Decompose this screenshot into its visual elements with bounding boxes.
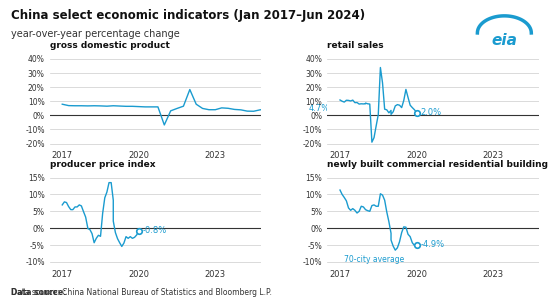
Text: gross domestic product: gross domestic product — [50, 41, 169, 50]
Text: 4.7%: 4.7% — [309, 104, 329, 113]
Text: Data source: China National Bureau of Statistics and Bloomberg L.P.: Data source: China National Bureau of St… — [11, 288, 272, 297]
Text: eia: eia — [491, 33, 518, 48]
Text: Data source:: Data source: — [11, 288, 66, 297]
Text: newly built commercial residential building price: newly built commercial residential build… — [327, 160, 550, 169]
Text: producer price index: producer price index — [50, 160, 155, 169]
Text: -0.8%: -0.8% — [142, 226, 167, 235]
Text: retail sales: retail sales — [327, 41, 384, 50]
Text: 2.0%: 2.0% — [420, 108, 442, 117]
Text: China select economic indicators (Jan 2017–Jun 2024): China select economic indicators (Jan 20… — [11, 9, 365, 22]
Text: -4.9%: -4.9% — [420, 240, 444, 249]
Text: year-over-year percentage change: year-over-year percentage change — [11, 29, 180, 39]
Text: 70-city average: 70-city average — [344, 255, 404, 264]
